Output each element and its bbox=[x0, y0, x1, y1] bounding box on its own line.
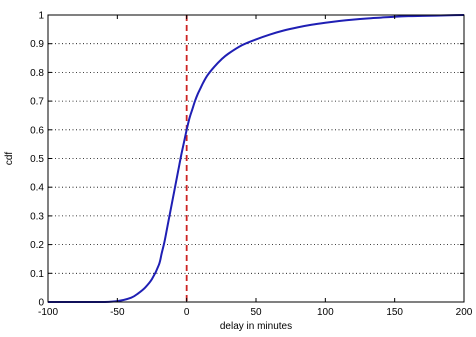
y-tick-label: 0 bbox=[38, 298, 44, 309]
y-tick-labels: 0 0.1 0.2 0.3 0.4 0.5 0.6 0.7 0.8 0.9 1 bbox=[30, 11, 44, 309]
x-tick-labels: -100 -50 0 50 100 150 200 bbox=[38, 307, 473, 318]
y-tick-label: 0.6 bbox=[30, 125, 44, 136]
y-tick-label: 0.8 bbox=[30, 68, 44, 79]
x-tick-label: 50 bbox=[250, 307, 262, 318]
y-tick-label: 0.2 bbox=[30, 240, 44, 251]
x-tick-label: 0 bbox=[184, 307, 190, 318]
y-tick-label: 0.1 bbox=[30, 269, 44, 280]
x-tick-label: -50 bbox=[110, 307, 125, 318]
grid-layer bbox=[48, 43, 464, 274]
y-tick-label: 0.4 bbox=[30, 183, 44, 194]
ticks-layer bbox=[47, 14, 465, 303]
y-tick-label: 0.5 bbox=[30, 154, 44, 165]
x-tick-label: 150 bbox=[386, 307, 403, 318]
y-tick-label: 0.9 bbox=[30, 39, 44, 50]
series-layer bbox=[48, 14, 465, 304]
y-tick-label: 1 bbox=[38, 11, 44, 22]
y-axis-label: cdf bbox=[4, 152, 15, 166]
x-axis-label: delay in minutes bbox=[220, 321, 292, 332]
cdf-series-line bbox=[48, 14, 465, 304]
x-tick-label: 200 bbox=[456, 307, 473, 318]
x-tick-label: 100 bbox=[317, 307, 334, 318]
x-tick-label: -100 bbox=[38, 307, 58, 318]
y-tick-label: 0.7 bbox=[30, 97, 44, 108]
y-tick-label: 0.3 bbox=[30, 211, 44, 222]
